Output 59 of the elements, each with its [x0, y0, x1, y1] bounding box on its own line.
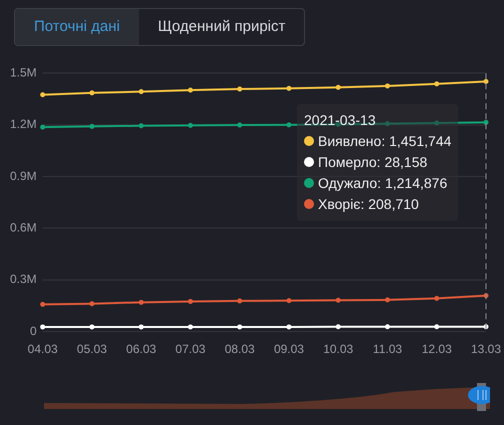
point — [89, 90, 94, 96]
point — [40, 92, 46, 98]
x-tick-label: 10.03 — [323, 342, 354, 356]
point — [138, 300, 144, 305]
point — [384, 297, 390, 302]
y-tick-label: 0 — [30, 324, 37, 338]
y-tick-label: 0.3M — [10, 272, 37, 286]
point — [138, 89, 144, 94]
point — [336, 324, 341, 330]
text: Померло: 28,158 — [318, 154, 428, 170]
point — [434, 324, 440, 330]
point — [336, 298, 341, 303]
point — [89, 301, 94, 306]
point — [336, 84, 341, 90]
x-tick-label: 12.03 — [422, 342, 452, 356]
point — [434, 296, 440, 301]
point — [188, 88, 193, 93]
point — [138, 123, 144, 128]
point — [237, 324, 242, 330]
point — [138, 324, 144, 330]
point — [237, 122, 242, 128]
point — [40, 302, 46, 307]
x-tick-label: 08.03 — [224, 342, 256, 356]
point — [384, 121, 390, 126]
point — [434, 81, 440, 86]
x-tick-label: 06.03 — [126, 342, 157, 356]
text: Хворіє: 208,710 — [318, 196, 419, 212]
point — [286, 86, 292, 91]
point — [384, 324, 390, 330]
annotation: 2021-03-13 — [304, 111, 377, 130]
y-tick-label: 0.6M — [10, 220, 37, 235]
text: Поточні дані — [15, 9, 139, 45]
x-tick-label: 05.03 — [76, 342, 108, 356]
x-tick-label: 04.03 — [28, 342, 58, 356]
point — [40, 324, 46, 330]
point — [237, 86, 242, 92]
y-tick-label: 1.2M — [10, 117, 37, 132]
point — [483, 79, 488, 84]
y-tick-label: 0.9M — [10, 168, 37, 183]
text: Виявлено: 1,451,744 — [318, 133, 452, 149]
y-tick-label: 1.5M — [10, 66, 37, 80]
point — [188, 324, 193, 330]
x-tick-label: 11.03 — [372, 342, 402, 356]
text: Щоденний приріст — [156, 17, 286, 37]
x-tick-label: 13.03 — [470, 342, 502, 356]
point — [286, 298, 292, 304]
point — [188, 122, 193, 128]
point — [237, 298, 242, 304]
x-tick-label: 07.03 — [175, 342, 206, 356]
point — [286, 122, 292, 128]
text: Одужало: 1,214,876 — [318, 175, 448, 191]
point — [89, 324, 94, 330]
point — [384, 83, 390, 88]
point — [434, 120, 440, 126]
point — [286, 324, 292, 330]
point — [188, 298, 193, 304]
point — [89, 124, 94, 129]
point — [40, 124, 46, 130]
x-tick-label: 09.03 — [274, 342, 304, 356]
